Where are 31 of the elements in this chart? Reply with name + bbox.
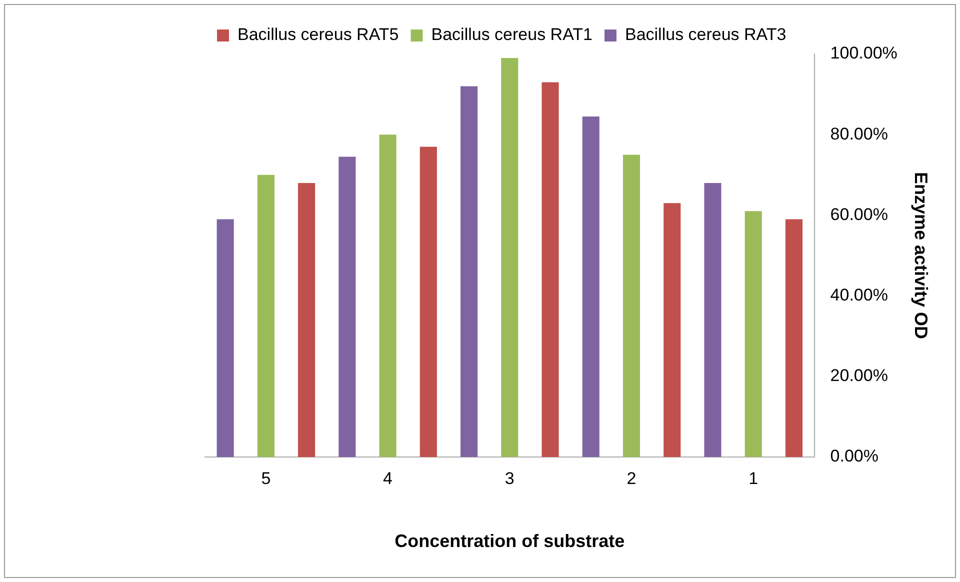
bar: [420, 146, 437, 457]
y-tick-label: 20.00%: [830, 366, 888, 386]
bar: [704, 182, 722, 457]
bar: [582, 116, 600, 457]
bar: [257, 174, 274, 457]
bar: [379, 134, 396, 457]
legend-label: Bacillus cereus RAT1: [431, 25, 592, 44]
x-tick-label: 1: [748, 468, 758, 488]
bar: [542, 82, 559, 457]
bar: [338, 156, 356, 457]
y-tick-label: 0.00%: [830, 446, 878, 466]
bar: [298, 182, 316, 457]
y-tick-label: 80.00%: [830, 124, 888, 144]
x-tick-label: 4: [383, 468, 393, 488]
legend-label: Bacillus cereus RAT3: [624, 25, 786, 44]
y-tick-label: 40.00%: [830, 285, 888, 304]
y-axis-title: Enzyme activity OD: [911, 172, 932, 340]
bar: [501, 58, 518, 457]
x-axis-title: Concentration of substrate: [394, 531, 625, 552]
x-tick-label: 3: [504, 468, 514, 488]
bar: [664, 203, 681, 457]
bar: [744, 211, 762, 457]
bar: [216, 219, 234, 457]
x-tick-label: 2: [626, 468, 636, 488]
bar: [785, 219, 803, 457]
bar: [460, 86, 478, 457]
bar: [622, 154, 640, 457]
legend-label: Bacillus cereus RAT5: [238, 25, 399, 44]
y-tick-label: 60.00%: [830, 204, 888, 224]
x-tick-label: 5: [261, 468, 271, 488]
y-tick-label: 100.00%: [830, 44, 898, 63]
